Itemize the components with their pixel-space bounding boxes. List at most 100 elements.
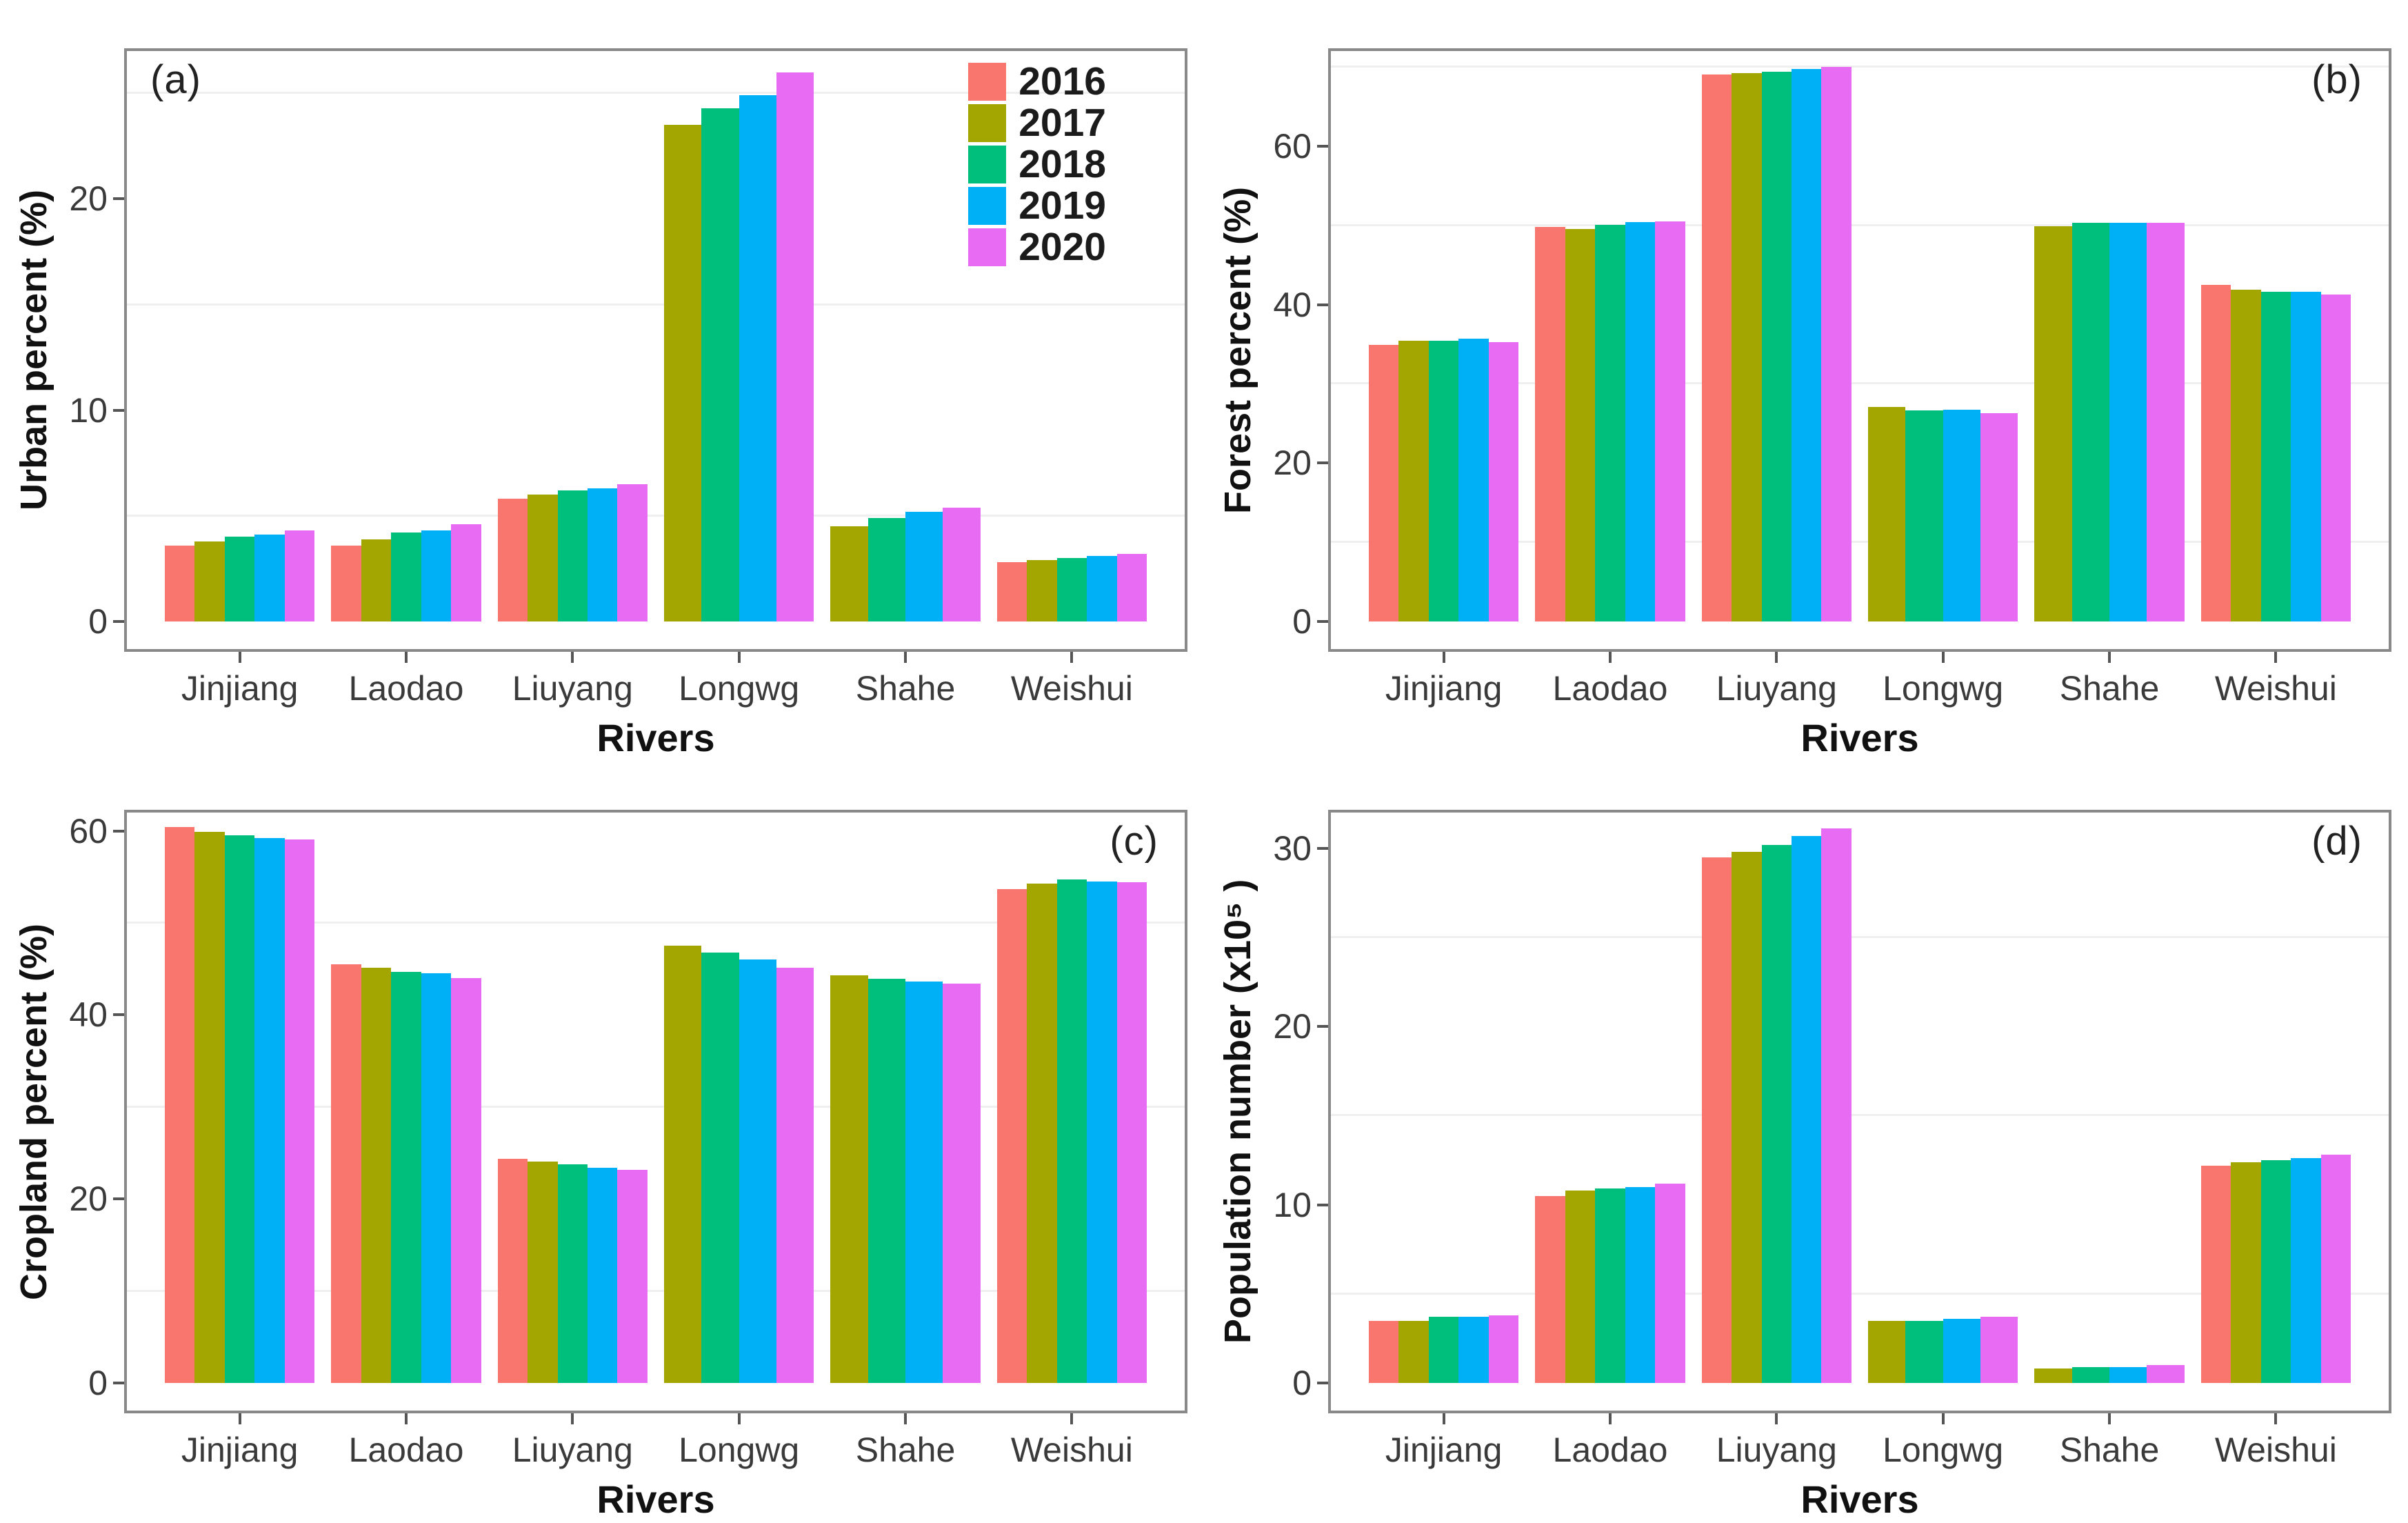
bar-weishui-2020 — [1116, 882, 1147, 1383]
x-tick-label-jinjiang: Jinjiang — [1385, 669, 1503, 708]
bar-shahe-2020 — [943, 984, 981, 1383]
x-tick-label-longwg: Longwg — [1883, 669, 2004, 708]
bar-group-weishui — [2193, 51, 2359, 649]
bar-weishui-2020 — [1116, 554, 1147, 621]
minor-gridline — [1331, 935, 2389, 938]
bar-weishui-2016 — [2200, 284, 2231, 621]
y-tick-mark — [113, 1382, 124, 1384]
x-tick-mark — [904, 1413, 907, 1424]
x-tick-mark — [1070, 1413, 1074, 1424]
x-tick-mark — [2274, 1413, 2278, 1424]
bar-shahe-2018 — [2071, 223, 2110, 621]
bar-shahe-2019 — [2109, 1366, 2147, 1383]
x-tick-mark — [1941, 652, 1945, 663]
x-tick-mark — [2274, 652, 2278, 663]
bar-group-laodao — [323, 813, 489, 1411]
bar-weishui-2019 — [1087, 882, 1117, 1383]
bar-weishui-2016 — [996, 888, 1027, 1383]
bar-laodao-2019 — [421, 530, 452, 621]
bar-jinjiang-2018 — [224, 537, 255, 621]
legend-item-2016: 2016 — [968, 62, 1106, 101]
bar-weishui-2019 — [2291, 1158, 2321, 1383]
minor-gridline — [127, 922, 1185, 924]
bar-jinjiang-2016 — [1369, 1320, 1399, 1383]
x-tick-mark — [1775, 1413, 1778, 1424]
y-tick-label: 20 — [69, 179, 108, 219]
x-tick-label-laodao: Laodao — [348, 1431, 464, 1469]
bar-jinjiang-2018 — [224, 835, 255, 1383]
y-tick-label: 0 — [88, 602, 108, 641]
x-tick-label-shahe: Shahe — [2059, 1431, 2160, 1469]
bar-group-liuyang — [490, 51, 656, 649]
bar-shahe-2019 — [905, 982, 943, 1383]
y-tick-mark — [1317, 1382, 1328, 1384]
bar-group-shahe — [822, 813, 988, 1411]
bar-laodao-2019 — [1625, 1186, 1656, 1383]
y-tick-mark — [113, 1197, 124, 1201]
plot-area: (a) 2016 2017 2018 2019 2020 — [124, 48, 1187, 652]
x-tick-mark — [404, 652, 408, 663]
x-tick-mark — [1941, 1413, 1945, 1424]
bar-longwg-2020 — [776, 968, 814, 1383]
bar-group-weishui — [989, 51, 1155, 649]
bar-laodao-2020 — [451, 524, 481, 621]
bar-laodao-2018 — [391, 971, 421, 1383]
bar-longwg-2019 — [739, 959, 776, 1383]
bar-group-weishui — [2193, 813, 2359, 1411]
x-tick-label-longwg: Longwg — [679, 1431, 800, 1469]
minor-gridline — [1331, 541, 2389, 544]
bar-jinjiang-2017 — [1398, 341, 1429, 621]
bar-laodao-2016 — [1535, 227, 1565, 621]
legend-swatch-2016 — [968, 63, 1007, 101]
bar-laodao-2019 — [1625, 222, 1656, 621]
bar-longwg-2017 — [1868, 1320, 1906, 1383]
x-axis-title: Rivers — [596, 1477, 715, 1521]
bar-laodao-2017 — [1565, 1190, 1596, 1383]
x-tick-label-jinjiang: Jinjiang — [181, 1431, 299, 1469]
minor-gridline — [127, 1289, 1185, 1292]
bar-weishui-2016 — [2200, 1165, 2231, 1383]
bar-longwg-2019 — [739, 95, 776, 621]
bar-longwg-2017 — [664, 125, 702, 621]
bar-group-laodao — [1527, 813, 1693, 1411]
bar-liuyang-2016 — [497, 1158, 528, 1383]
bar-group-shahe — [2026, 813, 2192, 1411]
x-tick-label-shahe: Shahe — [855, 1431, 956, 1469]
bar-group-laodao — [1527, 51, 1693, 649]
panel-letter: (d) — [2311, 819, 2362, 864]
bar-group-weishui — [989, 813, 1155, 1411]
x-tick-label-liuyang: Liuyang — [512, 669, 633, 708]
bar-longwg-2020 — [776, 72, 814, 621]
bar-group-shahe — [2026, 51, 2192, 649]
bar-longwg-2017 — [1868, 406, 1906, 621]
x-tick-mark — [1775, 652, 1778, 663]
bar-weishui-2018 — [1056, 879, 1087, 1383]
bar-group-longwg — [1860, 51, 2026, 649]
bar-shahe-2017 — [830, 975, 868, 1383]
bar-laodao-2016 — [1535, 1195, 1565, 1383]
legend-swatch-2018 — [968, 146, 1007, 183]
legend-swatch-2020 — [968, 228, 1007, 266]
bar-shahe-2018 — [867, 517, 906, 621]
bar-liuyang-2016 — [1701, 74, 1732, 621]
plot-area: (d) — [1328, 810, 2391, 1413]
y-axis-title: Urban percent (%) — [13, 189, 54, 511]
bar-laodao-2018 — [1595, 1188, 1625, 1383]
bar-jinjiang-2020 — [284, 839, 315, 1383]
bar-groups — [127, 813, 1185, 1411]
y-tick-label: 0 — [1292, 602, 1312, 641]
minor-gridline — [1331, 382, 2389, 385]
bar-weishui-2020 — [2320, 294, 2351, 621]
x-axis-title: Rivers — [596, 716, 715, 759]
y-tick-mark — [1317, 620, 1328, 623]
y-axis-title: Cropland percent (%) — [13, 923, 54, 1300]
bar-liuyang-2019 — [588, 1167, 618, 1383]
bar-jinjiang-2016 — [165, 545, 195, 621]
bar-shahe-2017 — [830, 526, 868, 621]
x-tick-label-liuyang: Liuyang — [1716, 669, 1837, 708]
bar-weishui-2018 — [2260, 1159, 2291, 1383]
y-tick-mark — [113, 829, 124, 833]
panel-letter: (c) — [1110, 819, 1158, 864]
bar-laodao-2018 — [391, 532, 421, 621]
bar-jinjiang-2020 — [1488, 341, 1519, 621]
